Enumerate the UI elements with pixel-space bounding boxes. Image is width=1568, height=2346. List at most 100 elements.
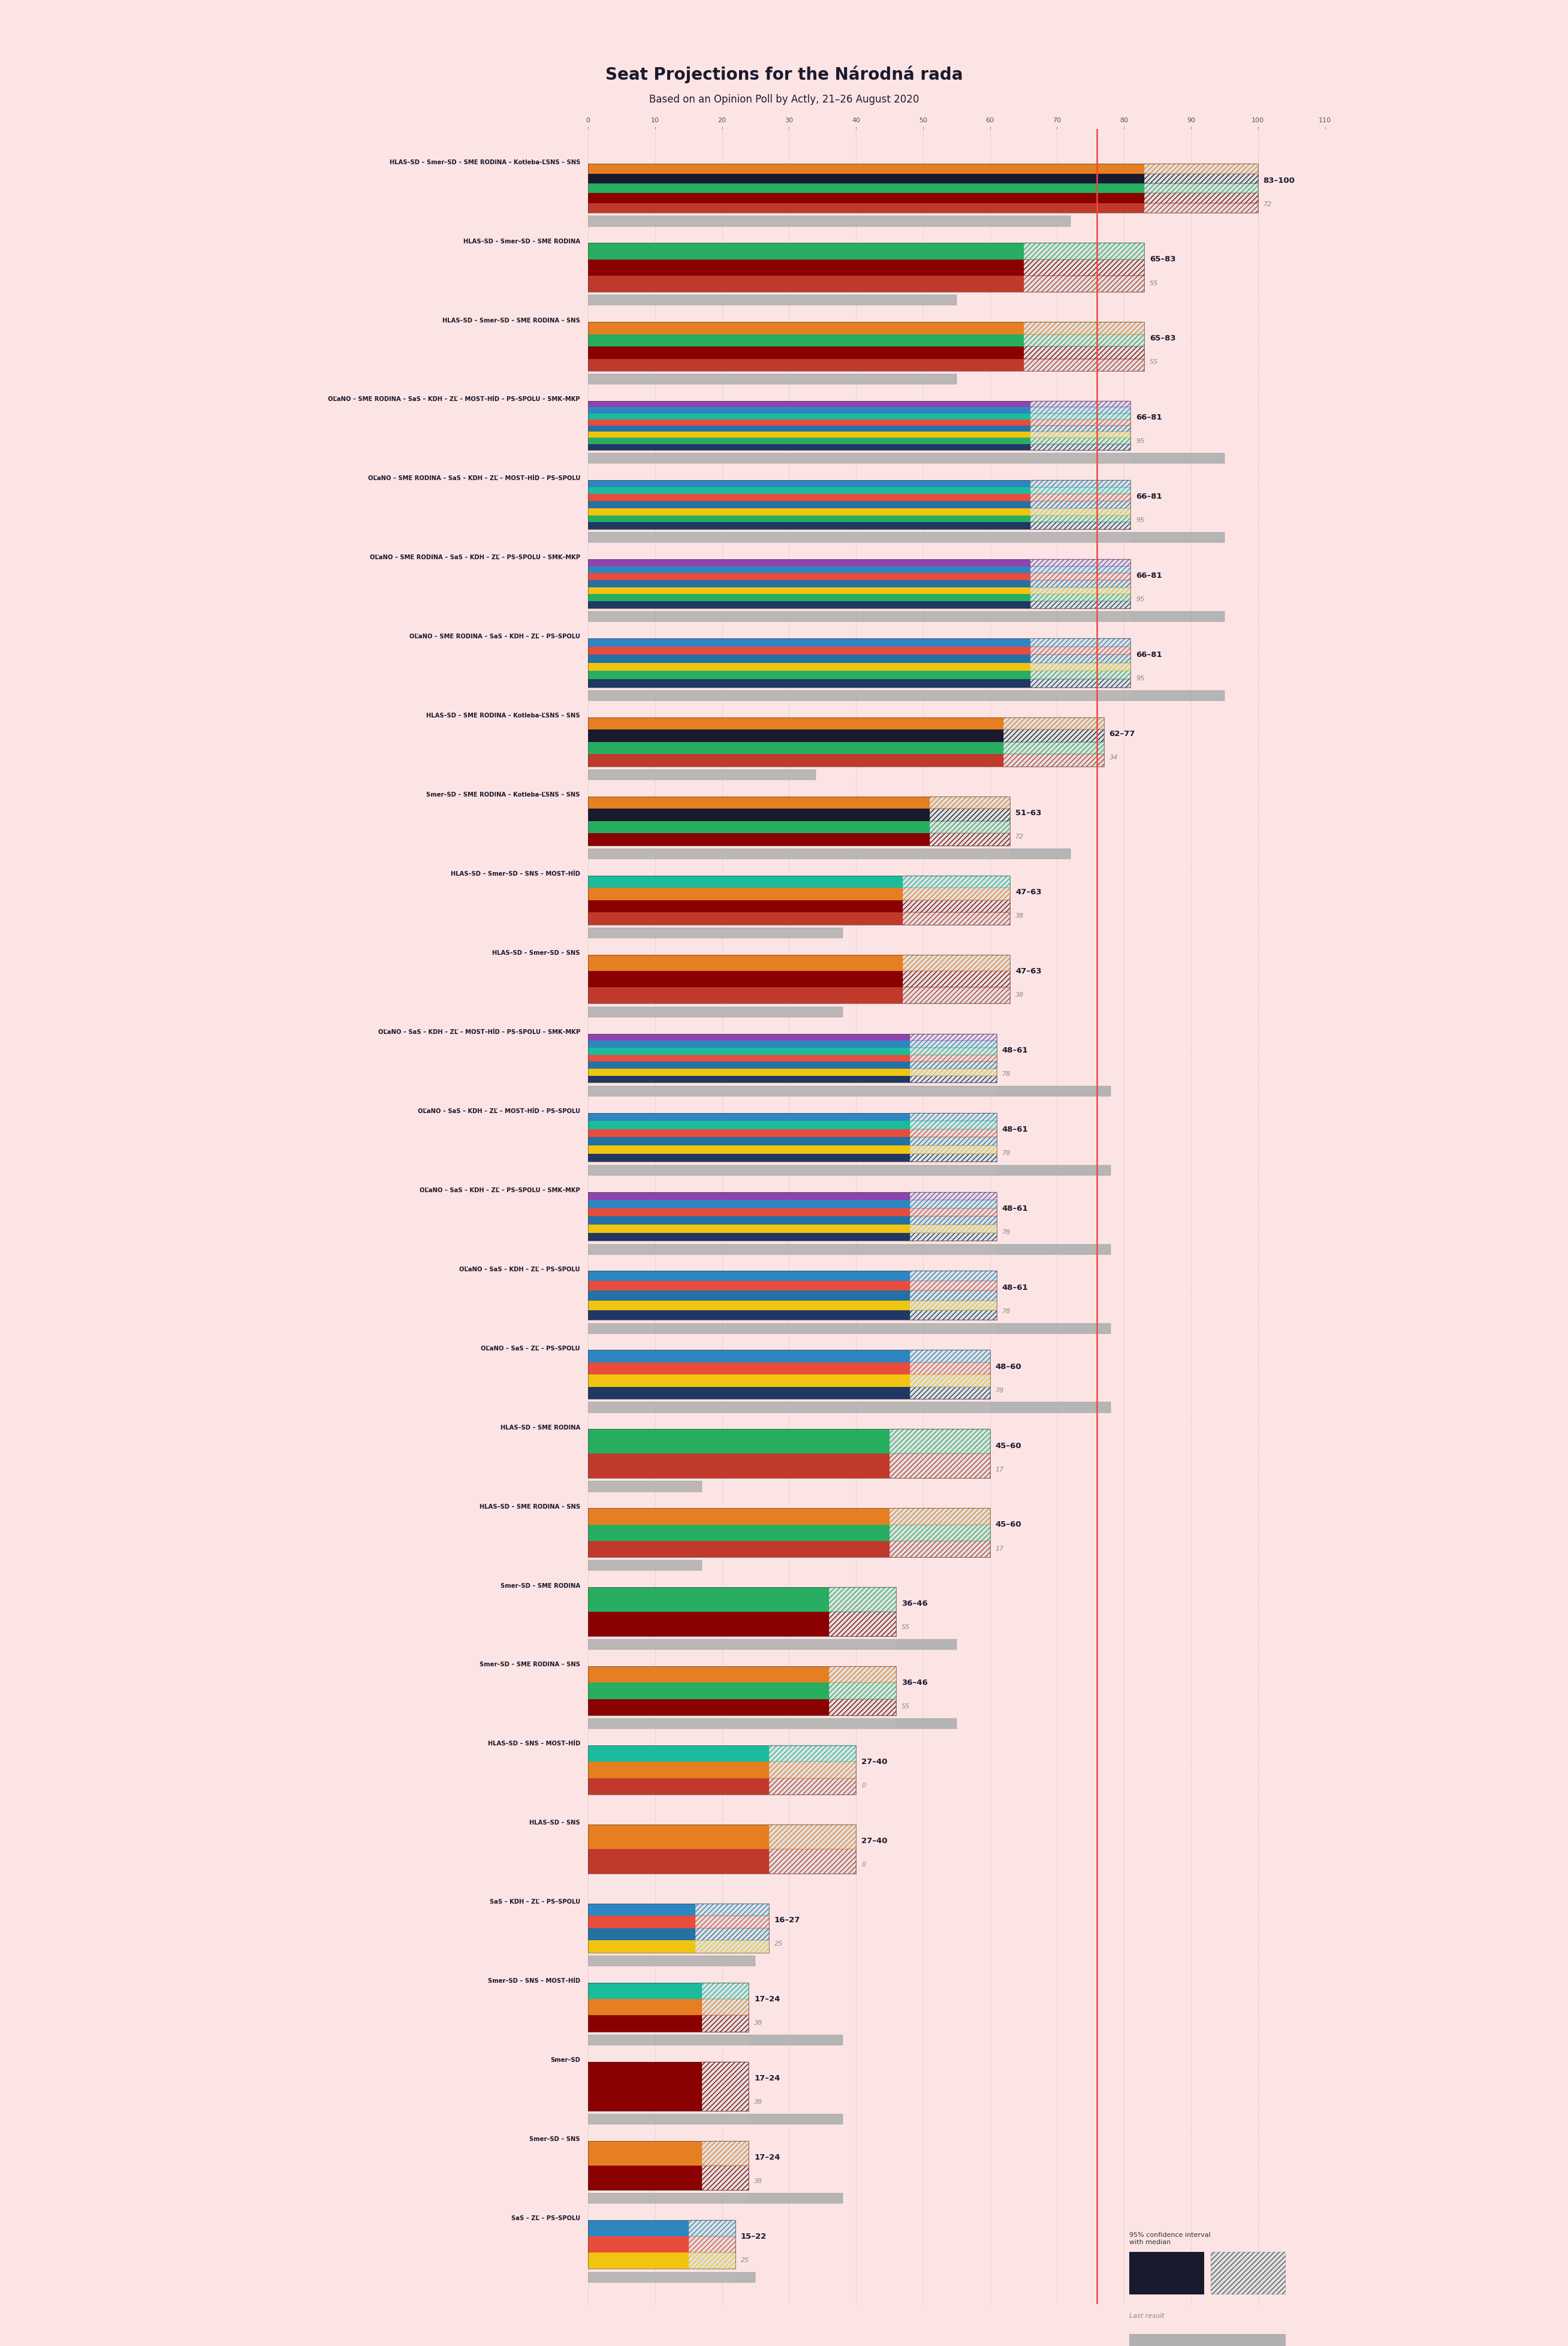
- Bar: [588, 495, 1030, 502]
- Bar: [588, 2062, 702, 2111]
- Bar: [588, 333, 1024, 347]
- Bar: [588, 347, 1024, 359]
- Bar: [588, 408, 1030, 413]
- Bar: [588, 2194, 842, 2203]
- Bar: [829, 1666, 897, 1682]
- Bar: [1030, 502, 1131, 509]
- Bar: [588, 481, 1030, 488]
- Bar: [588, 586, 1030, 594]
- Bar: [588, 769, 815, 779]
- Bar: [588, 296, 956, 305]
- Bar: [588, 1086, 1110, 1096]
- Bar: [588, 1666, 897, 1715]
- Text: 66–81: 66–81: [1137, 652, 1162, 659]
- Bar: [1030, 432, 1131, 439]
- Text: 78: 78: [1002, 1150, 1011, 1157]
- Bar: [588, 680, 1030, 687]
- Text: 55: 55: [902, 1626, 909, 1630]
- Text: OĽaNO – SME RODINA – SaS – KDH – ZĽ – MOST–HÍD – PS–SPOLU: OĽaNO – SME RODINA – SaS – KDH – ZĽ – MO…: [368, 476, 580, 481]
- Bar: [588, 730, 1004, 741]
- Bar: [1030, 509, 1131, 516]
- Bar: [588, 798, 930, 809]
- Bar: [588, 1682, 829, 1699]
- Bar: [588, 2236, 688, 2252]
- Bar: [588, 2034, 842, 2046]
- Text: 17: 17: [996, 1546, 1004, 1551]
- Bar: [588, 1145, 909, 1154]
- Bar: [588, 1375, 909, 1386]
- Bar: [1004, 718, 1104, 767]
- Bar: [588, 260, 1024, 274]
- Bar: [588, 296, 956, 305]
- Text: 66–81: 66–81: [1137, 493, 1162, 500]
- Bar: [1024, 274, 1145, 291]
- Text: 95: 95: [1137, 676, 1145, 683]
- Bar: [750, 2194, 842, 2203]
- Text: OĽaNO – SME RODINA – SaS – KDH – ZĽ – PS–SPOLU – SMK–MKP: OĽaNO – SME RODINA – SaS – KDH – ZĽ – PS…: [370, 554, 580, 561]
- Bar: [588, 1849, 768, 1874]
- Bar: [588, 1035, 909, 1042]
- Bar: [588, 1323, 1110, 1333]
- Bar: [1030, 488, 1131, 495]
- Bar: [588, 988, 903, 1004]
- Bar: [1030, 401, 1131, 408]
- Bar: [588, 1762, 768, 1778]
- Bar: [1024, 347, 1145, 359]
- Text: OĽaNO – SME RODINA – SaS – KDH – ZĽ – PS–SPOLU: OĽaNO – SME RODINA – SaS – KDH – ZĽ – PS…: [409, 633, 580, 640]
- Bar: [702, 2165, 750, 2189]
- Bar: [997, 1323, 1110, 1333]
- Bar: [1030, 594, 1131, 601]
- Bar: [588, 1077, 909, 1084]
- Text: Last result: Last result: [1129, 2313, 1163, 2320]
- Bar: [688, 2219, 735, 2236]
- Bar: [889, 1455, 989, 1478]
- Bar: [588, 413, 1030, 420]
- Text: Based on an Opinion Poll by Actly, 21–26 August 2020: Based on an Opinion Poll by Actly, 21–26…: [649, 94, 919, 106]
- Bar: [1030, 408, 1131, 413]
- Bar: [588, 1363, 909, 1375]
- Bar: [588, 164, 1258, 213]
- Bar: [588, 1825, 856, 1874]
- Bar: [588, 1042, 909, 1049]
- Text: Smer–SD: Smer–SD: [550, 2057, 580, 2062]
- Bar: [930, 821, 1010, 833]
- Bar: [588, 1225, 909, 1232]
- Bar: [588, 833, 930, 845]
- Bar: [588, 1745, 768, 1762]
- Bar: [702, 1999, 750, 2015]
- Bar: [1145, 183, 1258, 192]
- Bar: [1030, 655, 1131, 664]
- Bar: [695, 1928, 768, 1940]
- Bar: [588, 1903, 768, 1952]
- Bar: [1004, 730, 1104, 741]
- Bar: [1030, 481, 1131, 488]
- Bar: [909, 1128, 997, 1138]
- Bar: [588, 565, 1030, 572]
- Bar: [768, 1778, 856, 1795]
- Bar: [909, 1272, 997, 1281]
- Bar: [588, 1300, 909, 1309]
- Bar: [588, 579, 1030, 586]
- Bar: [588, 612, 1225, 622]
- Bar: [588, 1612, 829, 1635]
- Bar: [588, 1272, 997, 1321]
- Bar: [930, 809, 1010, 821]
- Text: HLAS–SD – SME RODINA: HLAS–SD – SME RODINA: [500, 1424, 580, 1431]
- Text: Smer–SD – SME RODINA: Smer–SD – SME RODINA: [500, 1584, 580, 1588]
- Bar: [909, 1290, 997, 1300]
- Bar: [588, 425, 1030, 432]
- Text: 27–40: 27–40: [861, 1837, 887, 1844]
- Bar: [588, 502, 1030, 509]
- Bar: [588, 913, 903, 924]
- Bar: [588, 204, 1145, 213]
- Bar: [1131, 690, 1225, 701]
- Bar: [1030, 680, 1131, 687]
- Text: 95: 95: [1137, 596, 1145, 603]
- Bar: [588, 655, 1030, 664]
- Bar: [702, 2142, 750, 2165]
- Bar: [588, 2034, 842, 2046]
- Bar: [897, 1720, 956, 1729]
- Bar: [588, 1035, 997, 1084]
- Bar: [588, 1560, 702, 1572]
- Bar: [588, 927, 842, 938]
